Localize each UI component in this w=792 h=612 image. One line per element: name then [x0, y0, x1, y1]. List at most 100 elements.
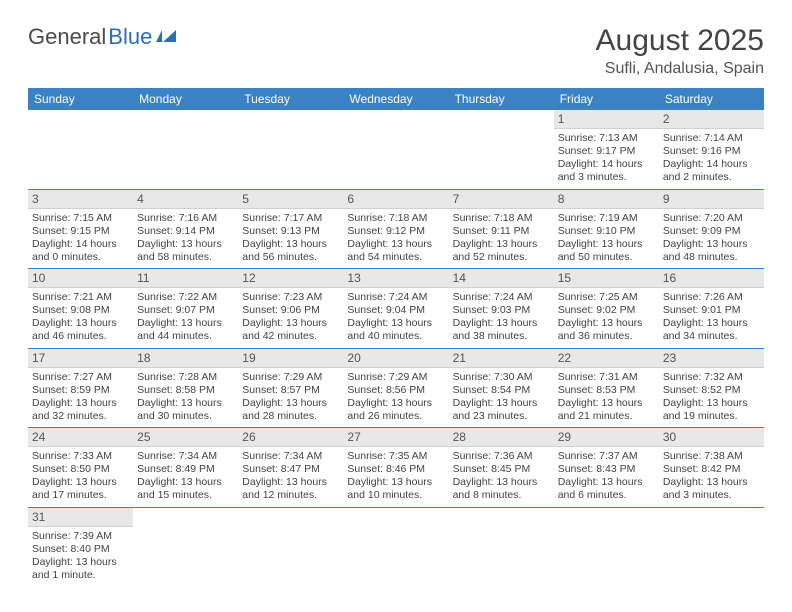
day-body: Sunrise: 7:35 AMSunset: 8:46 PMDaylight:…: [343, 447, 448, 507]
day-line: and 48 minutes.: [663, 251, 760, 264]
day-number: 11: [133, 269, 238, 288]
day-line: Sunrise: 7:24 AM: [453, 291, 550, 304]
calendar-cell: 12Sunrise: 7:23 AMSunset: 9:06 PMDayligh…: [238, 269, 343, 349]
day-line: Sunset: 8:47 PM: [242, 463, 339, 476]
day-number: 9: [659, 190, 764, 209]
calendar-cell: [449, 110, 554, 189]
day-line: Sunset: 9:17 PM: [558, 145, 655, 158]
day-line: and 36 minutes.: [558, 330, 655, 343]
day-line: and 10 minutes.: [347, 489, 444, 502]
day-body: Sunrise: 7:22 AMSunset: 9:07 PMDaylight:…: [133, 288, 238, 348]
day-line: Sunset: 9:09 PM: [663, 225, 760, 238]
calendar-cell: 22Sunrise: 7:31 AMSunset: 8:53 PMDayligh…: [554, 348, 659, 428]
calendar-cell: 10Sunrise: 7:21 AMSunset: 9:08 PMDayligh…: [28, 269, 133, 349]
day-line: Daylight: 13 hours: [453, 238, 550, 251]
day-line: Sunset: 9:12 PM: [347, 225, 444, 238]
day-line: Sunset: 9:04 PM: [347, 304, 444, 317]
day-number: 30: [659, 428, 764, 447]
day-line: and 6 minutes.: [558, 489, 655, 502]
day-body: Sunrise: 7:18 AMSunset: 9:11 PMDaylight:…: [449, 209, 554, 269]
day-line: Sunset: 9:14 PM: [137, 225, 234, 238]
day-line: Sunset: 9:06 PM: [242, 304, 339, 317]
day-line: Sunrise: 7:19 AM: [558, 212, 655, 225]
calendar-cell: 3Sunrise: 7:15 AMSunset: 9:15 PMDaylight…: [28, 189, 133, 269]
day-line: and 38 minutes.: [453, 330, 550, 343]
day-line: and 46 minutes.: [32, 330, 129, 343]
day-line: Sunrise: 7:15 AM: [32, 212, 129, 225]
day-line: Daylight: 13 hours: [242, 476, 339, 489]
day-line: Sunset: 9:01 PM: [663, 304, 760, 317]
day-body: Sunrise: 7:36 AMSunset: 8:45 PMDaylight:…: [449, 447, 554, 507]
calendar-cell: 15Sunrise: 7:25 AMSunset: 9:02 PMDayligh…: [554, 269, 659, 349]
calendar-cell: 25Sunrise: 7:34 AMSunset: 8:49 PMDayligh…: [133, 428, 238, 508]
day-number: 25: [133, 428, 238, 447]
day-line: Sunrise: 7:25 AM: [558, 291, 655, 304]
day-line: Sunrise: 7:18 AM: [347, 212, 444, 225]
day-line: Sunrise: 7:14 AM: [663, 132, 760, 145]
day-line: and 15 minutes.: [137, 489, 234, 502]
day-line: Sunset: 8:43 PM: [558, 463, 655, 476]
day-number: 8: [554, 190, 659, 209]
day-line: Sunrise: 7:27 AM: [32, 371, 129, 384]
day-line: Daylight: 13 hours: [558, 238, 655, 251]
day-line: Daylight: 13 hours: [347, 238, 444, 251]
weekday-header: Thursday: [449, 88, 554, 110]
day-line: and 2 minutes.: [663, 171, 760, 184]
day-body: Sunrise: 7:32 AMSunset: 8:52 PMDaylight:…: [659, 368, 764, 428]
day-line: Sunrise: 7:24 AM: [347, 291, 444, 304]
day-number: 24: [28, 428, 133, 447]
weekday-header: Wednesday: [343, 88, 448, 110]
day-line: Sunrise: 7:31 AM: [558, 371, 655, 384]
day-line: and 12 minutes.: [242, 489, 339, 502]
day-body: Sunrise: 7:16 AMSunset: 9:14 PMDaylight:…: [133, 209, 238, 269]
day-line: and 17 minutes.: [32, 489, 129, 502]
calendar-cell: 17Sunrise: 7:27 AMSunset: 8:59 PMDayligh…: [28, 348, 133, 428]
day-line: Sunrise: 7:17 AM: [242, 212, 339, 225]
day-line: Daylight: 13 hours: [558, 476, 655, 489]
day-line: Daylight: 13 hours: [242, 397, 339, 410]
calendar-cell: [28, 110, 133, 189]
calendar-cell: [343, 507, 448, 586]
day-number: 13: [343, 269, 448, 288]
calendar-body: 1Sunrise: 7:13 AMSunset: 9:17 PMDaylight…: [28, 110, 764, 586]
day-line: Sunset: 9:03 PM: [453, 304, 550, 317]
calendar-cell: 23Sunrise: 7:32 AMSunset: 8:52 PMDayligh…: [659, 348, 764, 428]
logo-flag-icon: [156, 28, 178, 44]
calendar-head: SundayMondayTuesdayWednesdayThursdayFrid…: [28, 88, 764, 110]
day-body: Sunrise: 7:25 AMSunset: 9:02 PMDaylight:…: [554, 288, 659, 348]
day-line: Sunrise: 7:18 AM: [453, 212, 550, 225]
day-body: Sunrise: 7:14 AMSunset: 9:16 PMDaylight:…: [659, 129, 764, 189]
day-line: Sunset: 8:40 PM: [32, 543, 129, 556]
day-body: Sunrise: 7:13 AMSunset: 9:17 PMDaylight:…: [554, 129, 659, 189]
day-number: 15: [554, 269, 659, 288]
weekday-header: Sunday: [28, 88, 133, 110]
day-number: 26: [238, 428, 343, 447]
day-line: and 52 minutes.: [453, 251, 550, 264]
weekday-header: Tuesday: [238, 88, 343, 110]
calendar-cell: 13Sunrise: 7:24 AMSunset: 9:04 PMDayligh…: [343, 269, 448, 349]
day-body: Sunrise: 7:30 AMSunset: 8:54 PMDaylight:…: [449, 368, 554, 428]
logo-text-2: Blue: [108, 24, 152, 50]
day-line: Sunset: 8:57 PM: [242, 384, 339, 397]
day-line: Daylight: 13 hours: [453, 317, 550, 330]
day-line: Sunrise: 7:30 AM: [453, 371, 550, 384]
calendar-cell: [238, 110, 343, 189]
day-line: and 23 minutes.: [453, 410, 550, 423]
day-line: Sunrise: 7:35 AM: [347, 450, 444, 463]
day-body: Sunrise: 7:28 AMSunset: 8:58 PMDaylight:…: [133, 368, 238, 428]
calendar-cell: [449, 507, 554, 586]
calendar-table: SundayMondayTuesdayWednesdayThursdayFrid…: [28, 88, 764, 586]
day-line: and 26 minutes.: [347, 410, 444, 423]
day-line: Daylight: 13 hours: [663, 317, 760, 330]
day-body: Sunrise: 7:26 AMSunset: 9:01 PMDaylight:…: [659, 288, 764, 348]
day-line: Daylight: 13 hours: [32, 476, 129, 489]
calendar-cell: 7Sunrise: 7:18 AMSunset: 9:11 PMDaylight…: [449, 189, 554, 269]
calendar-cell: [343, 110, 448, 189]
day-body: Sunrise: 7:17 AMSunset: 9:13 PMDaylight:…: [238, 209, 343, 269]
day-line: Daylight: 13 hours: [137, 317, 234, 330]
day-body: Sunrise: 7:34 AMSunset: 8:49 PMDaylight:…: [133, 447, 238, 507]
day-line: Sunset: 9:15 PM: [32, 225, 129, 238]
calendar-cell: 16Sunrise: 7:26 AMSunset: 9:01 PMDayligh…: [659, 269, 764, 349]
day-body: Sunrise: 7:29 AMSunset: 8:56 PMDaylight:…: [343, 368, 448, 428]
calendar-cell: 1Sunrise: 7:13 AMSunset: 9:17 PMDaylight…: [554, 110, 659, 189]
